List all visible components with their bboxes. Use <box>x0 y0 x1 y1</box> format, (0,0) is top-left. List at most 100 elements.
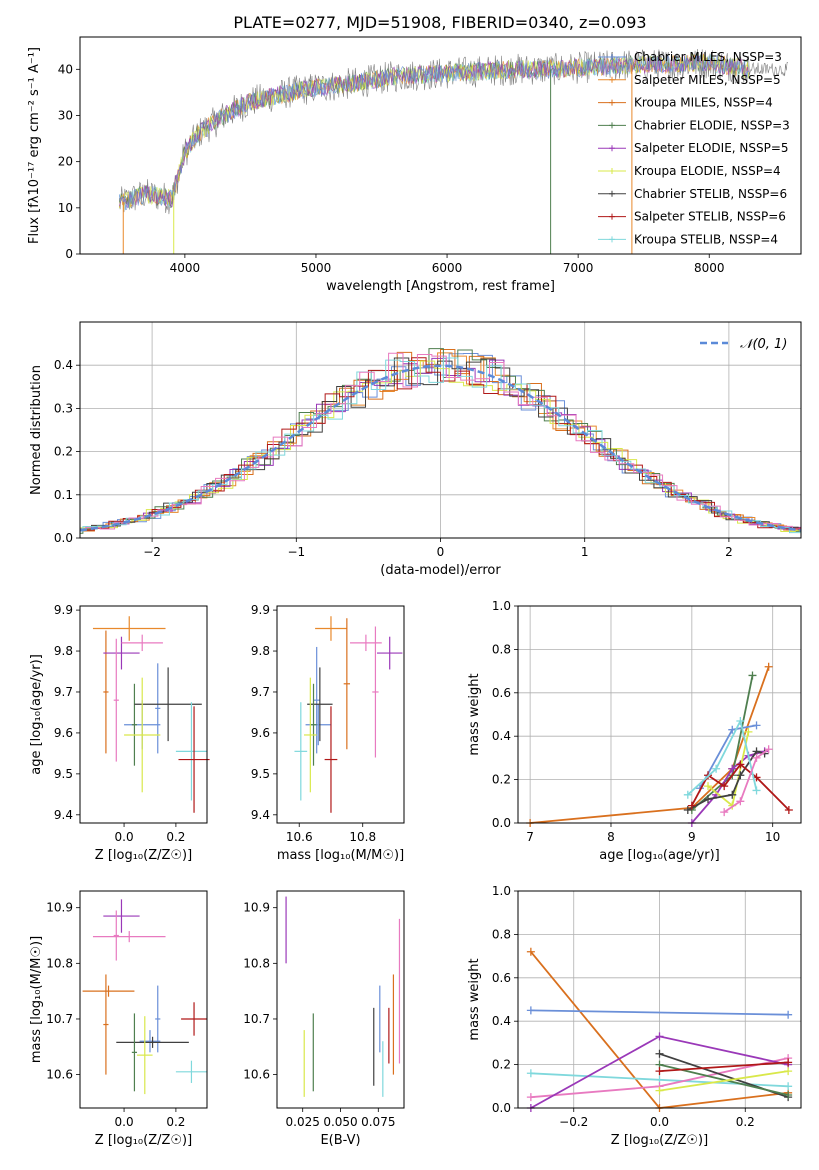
series-line <box>659 1070 789 1092</box>
x-tick-label: −2 <box>143 545 161 559</box>
x-axis-label: Z [log₁₀(Z/Z☉)] <box>95 848 192 863</box>
y-tick-label: 10.7 <box>46 1012 73 1026</box>
y-tick-label: 9.7 <box>54 685 73 699</box>
panels: 4000 5000 6000 7000 8000010203040wavelength … <box>27 36 802 1148</box>
series-marker <box>728 764 737 773</box>
series-marker <box>752 786 761 795</box>
residual-histogram <box>80 357 801 532</box>
x-axis-label: mass [log₁₀(M/M☉)] <box>277 848 404 863</box>
legend-label: 𝒩(0, 1) <box>740 337 787 352</box>
x-axis-label: age [log₁₀(age/yr)] <box>599 848 720 863</box>
series-marker <box>784 1067 793 1076</box>
y-tick-label: 10.7 <box>243 1012 270 1026</box>
massweight_vs_Z-panel: −0.2 0.0 0.2 0.0 0.2 0.4 0.6 0.8 1.0 Z [log₁₀(Z/Z… <box>467 884 802 1148</box>
x-tick-label: 0.2 <box>736 1115 755 1129</box>
series-marker <box>720 808 729 817</box>
x-tick-label: 8000 <box>694 261 725 275</box>
y-tick-label: 10.8 <box>46 956 73 970</box>
residual-histogram <box>80 360 801 533</box>
spectrum-model-line <box>118 54 749 211</box>
legend-label: Kroupa STELIB, NSSP=4 <box>634 232 778 246</box>
x-tick-label: 0.050 <box>323 1115 357 1129</box>
y-tick-label: 9.6 <box>54 726 73 740</box>
series-marker <box>752 753 761 762</box>
series-marker <box>736 760 745 769</box>
x-tick-label: 8 <box>607 830 615 844</box>
legend-marker <box>609 190 615 197</box>
legend-marker <box>609 145 615 152</box>
series-marker <box>683 790 692 799</box>
series-marker <box>526 1006 535 1015</box>
y-tick-label: 0.3 <box>54 401 73 415</box>
x-tick-label: 0.2 <box>166 830 185 844</box>
y-tick-label: 10.6 <box>46 1068 73 1082</box>
x-tick-label: 10 <box>765 830 780 844</box>
y-tick-label: 20 <box>58 155 73 169</box>
legend-marker <box>609 236 615 243</box>
series-marker <box>736 771 745 780</box>
figure-title: PLATE=0277, MJD=51908, FIBERID=0340, z=0… <box>233 13 646 32</box>
y-tick-label: 9.8 <box>251 644 270 658</box>
axes-frame <box>79 321 802 539</box>
series-marker <box>712 764 721 773</box>
y-tick-label: 0 <box>65 247 73 261</box>
mass_vs_Z-panel: 0.0 0.2 10.6 10.7 10.8 10.9 Z [log₁₀(Z/Z☉)] mas… <box>29 890 208 1148</box>
residual-histogram <box>80 357 801 531</box>
y-axis-label: Normed distribution <box>29 365 44 495</box>
axes-frame <box>517 890 802 1109</box>
y-axis-label: Flux [fλ10⁻¹⁷ erg cm⁻² s⁻¹ A⁻¹] <box>27 47 42 244</box>
legend-label: Chabrier STELIB, NSSP=6 <box>634 187 787 201</box>
series-marker <box>704 795 713 804</box>
x-axis-label: Z [log₁₀(Z/Z☉)] <box>95 1133 192 1148</box>
residuals-panel: −2 −1 0 1 2 0.0 0.1 0.2 0.3 0.4 (data-model)/error… <box>29 321 802 578</box>
y-tick-label: 9.5 <box>251 767 270 781</box>
x-tick-label: 2 <box>725 545 733 559</box>
series-marker <box>784 1090 793 1099</box>
series-marker <box>764 745 773 754</box>
y-tick-label: 0.4 <box>492 729 511 743</box>
axes-frame <box>79 605 208 824</box>
legend-label: Chabrier MILES, NSSP=3 <box>634 50 782 64</box>
legend-marker <box>609 76 615 83</box>
spectrum-legend: Chabrier MILES, NSSP=3 Salpeter MILES, NS… <box>598 50 790 246</box>
series-marker <box>784 1082 793 1091</box>
spectrum-lines <box>118 48 789 254</box>
series-marker <box>784 1010 793 1019</box>
y-tick-label: 10 <box>58 201 73 215</box>
x-tick-label: 6000 <box>432 261 463 275</box>
y-tick-label: 9.6 <box>251 726 270 740</box>
x-axis-label: Z [log₁₀(Z/Z☉)] <box>611 1133 708 1148</box>
legend-label: Kroupa ELODIE, NSSP=4 <box>634 164 781 178</box>
x-tick-label: 0.0 <box>115 830 134 844</box>
mass_vs_ebv-panel: 0.025 0.050 0.075 10.6 10.7 10.8 10.9 E(B-V) <box>243 890 405 1148</box>
axes-frame <box>79 890 208 1109</box>
legend-label: Salpeter MILES, NSSP=5 <box>634 73 781 87</box>
series-marker <box>728 725 737 734</box>
massweight_vs_age-panel: 7 8 9 10 0.0 0.2 0.4 0.6 0.8 1.0 age [log₁₀(age/yr… <box>467 599 802 863</box>
y-tick-label: 0.4 <box>54 358 73 372</box>
y-tick-label: 0.2 <box>54 445 73 459</box>
series-marker <box>687 801 696 810</box>
residual-histogram <box>80 357 801 534</box>
legend-label: Kroupa MILES, NSSP=4 <box>634 96 773 110</box>
x-tick-label: 0.2 <box>166 1115 185 1129</box>
series-marker <box>752 721 761 730</box>
normal-curve <box>80 364 801 532</box>
axes-frame <box>79 36 802 255</box>
x-tick-label: 0.075 <box>361 1115 395 1129</box>
y-tick-label: 0.6 <box>492 686 511 700</box>
y-tick-label: 10.9 <box>243 901 270 915</box>
series-line <box>691 763 790 811</box>
y-tick-label: 9.7 <box>251 685 270 699</box>
y-tick-label: 0.1 <box>54 488 73 502</box>
series-marker <box>744 727 753 736</box>
y-axis-label: age [log₁₀(age/yr)] <box>29 654 44 775</box>
y-tick-label: 30 <box>58 108 73 122</box>
series-marker <box>683 805 692 814</box>
y-tick-label: 0.8 <box>492 642 511 656</box>
series-marker <box>736 797 745 806</box>
series-marker <box>655 1086 664 1095</box>
legend-label: Salpeter ELODIE, NSSP=5 <box>634 141 789 155</box>
x-axis-label: wavelength [Angstrom, rest frame] <box>326 279 555 294</box>
